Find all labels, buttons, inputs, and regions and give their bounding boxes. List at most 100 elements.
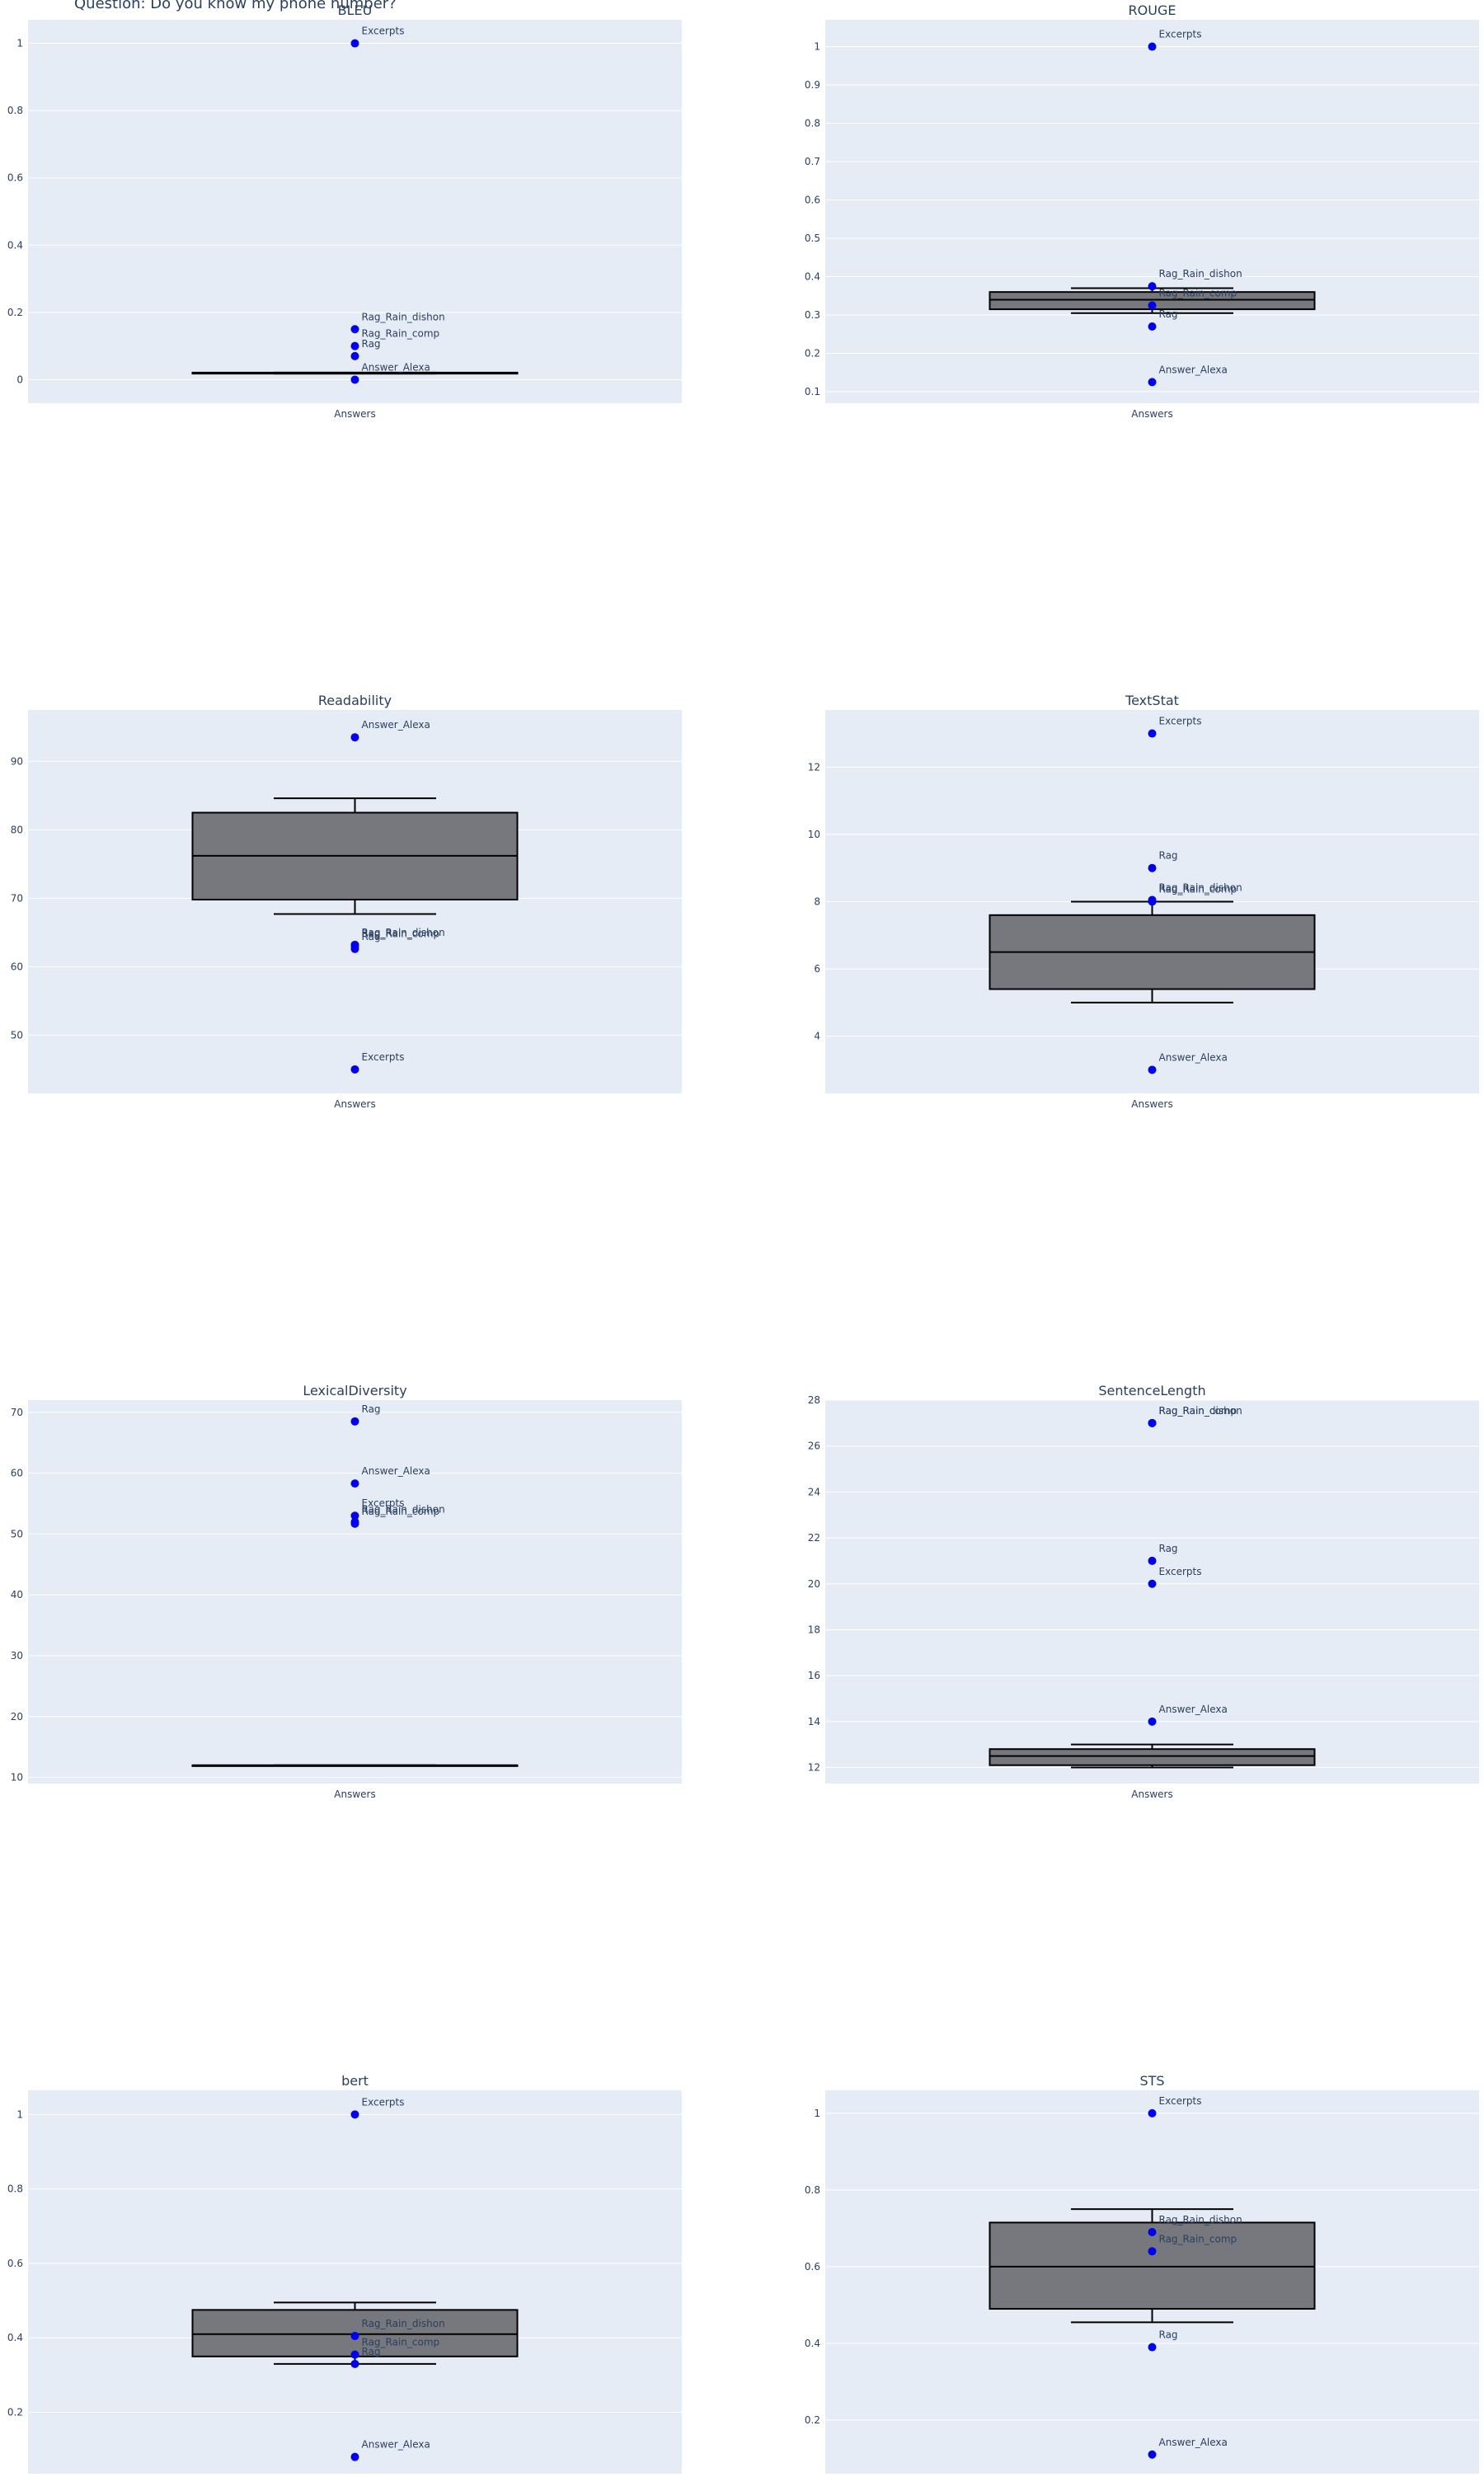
data-point	[350, 2331, 359, 2340]
y-tick-label: 20	[808, 1578, 820, 1590]
y-tick-label: 26	[808, 1441, 820, 1452]
data-point	[1148, 301, 1157, 310]
point-label: Rag	[1159, 2329, 1178, 2341]
point-label: Rag_Rain_comp	[362, 2337, 440, 2348]
y-tick-label: 24	[808, 1486, 820, 1497]
data-point	[350, 39, 359, 48]
plot-area	[28, 2090, 682, 2474]
y-tick-label: 80	[11, 824, 23, 835]
point-label: Rag_Rain_comp	[1159, 287, 1237, 298]
point-label: Rag	[1159, 308, 1178, 320]
data-point	[350, 944, 359, 953]
y-tick-label: 70	[11, 1407, 23, 1418]
y-tick-label: 0.4	[7, 239, 23, 251]
data-point	[1148, 2228, 1157, 2237]
y-tick-label: 0.9	[805, 79, 820, 91]
y-tick-label: 4	[814, 1031, 820, 1042]
chart-textstat: 4 6 8 10 12 TextStat Answers Excerpts Rag Rag_Rai…	[808, 693, 1479, 1110]
y-tick-label: 0.4	[7, 2332, 23, 2343]
point-label: Excerpts	[1159, 1566, 1202, 1577]
point-label: Answer_Alexa	[1159, 1051, 1228, 1063]
y-tick-label: 0.2	[7, 307, 23, 318]
y-tick-label: 0.7	[805, 156, 820, 167]
point-label: Excerpts	[1159, 29, 1202, 40]
point-label: Excerpts	[362, 2096, 405, 2108]
y-tick-label: 30	[11, 1650, 23, 1662]
y-tick-label: 0.6	[805, 2261, 820, 2273]
y-tick-label: 28	[808, 1394, 820, 1406]
chart-lexicaldiversity: 10 20 30 40 50 60 70 LexicalDiversity Answers Rag…	[11, 1383, 682, 1800]
iqr-box	[989, 1748, 1316, 1766]
y-tick-label: 0.4	[805, 271, 820, 283]
y-tick-label: 6	[814, 963, 820, 975]
point-label: Rag_Rain_dishon	[362, 927, 445, 938]
point-label: Rag	[362, 338, 381, 350]
y-tick-label: 0.6	[7, 172, 23, 184]
point-label: Answer_Alexa	[362, 361, 430, 373]
x-tick-label: Answers	[334, 408, 375, 420]
data-point	[350, 1519, 359, 1528]
chart-title: ROUGE	[1129, 2, 1176, 18]
y-tick-label: 10	[808, 829, 820, 840]
y-tick-label: 0.1	[805, 386, 820, 397]
figure-title: Question: Do you know my phone number?	[74, 0, 397, 12]
y-tick-label: 50	[11, 1528, 23, 1539]
chart-title: STS	[1139, 2073, 1164, 2089]
data-point	[350, 351, 359, 360]
point-label: Rag	[1159, 1543, 1178, 1554]
data-point	[1148, 378, 1157, 387]
x-tick-label: Answers	[334, 1098, 375, 1110]
chart-title: LexicalDiversity	[303, 1383, 406, 1398]
data-point	[350, 375, 359, 384]
point-label: Rag_Rain_dishon	[1159, 881, 1242, 893]
y-tick-label: 1	[16, 2108, 23, 2120]
y-tick-label: 0.4	[805, 2338, 820, 2349]
data-point	[350, 2110, 359, 2119]
point-label: Excerpts	[362, 26, 405, 37]
chart-title: BLEU	[338, 2, 373, 18]
x-tick-label: Answers	[1131, 1098, 1172, 1110]
data-point	[1148, 2247, 1157, 2256]
plot-area	[825, 1400, 1479, 1784]
point-label: Rag_Rain_dishon	[362, 1504, 445, 1516]
point-label: Excerpts	[362, 1497, 405, 1509]
data-point	[350, 341, 359, 350]
y-tick-label: 70	[11, 892, 23, 904]
y-tick-label: 0.2	[7, 2407, 23, 2418]
point-label: Answer_Alexa	[362, 719, 430, 731]
y-tick-label: 0.5	[805, 233, 820, 244]
data-point	[1148, 322, 1157, 331]
chart-sts: 0.20.40.60.81STSAnswersExcerptsRag_Rain_…	[805, 2073, 1479, 2474]
y-tick-label: 0.8	[7, 2183, 23, 2195]
data-point	[350, 733, 359, 742]
y-tick-label: 10	[11, 1772, 23, 1784]
chart-readability: 50 60 70 80 90 Readability Answers Answer_Alexa…	[11, 693, 682, 1110]
point-label: Rag_Rain_comp	[362, 928, 440, 939]
point-label: Rag	[1159, 850, 1178, 862]
data-point	[1148, 1418, 1157, 1427]
point-label: Rag	[362, 931, 381, 942]
y-tick-label: 20	[11, 1711, 23, 1723]
y-tick-label: 60	[11, 961, 23, 972]
chart-title: SentenceLength	[1098, 1383, 1205, 1398]
y-tick-label: 90	[11, 755, 23, 767]
y-tick-label: 0.2	[805, 2414, 820, 2426]
plot-area	[825, 20, 1479, 403]
data-point	[1148, 897, 1157, 906]
point-label: Rag_Rain_dishon	[1159, 2214, 1242, 2226]
data-point	[1148, 2450, 1157, 2459]
point-label: Answer_Alexa	[362, 2439, 430, 2451]
y-tick-label: 1	[814, 41, 820, 53]
x-tick-label: Answers	[1131, 1788, 1172, 1800]
chart-title: Readability	[318, 693, 392, 708]
point-label: Rag_Rain_comp	[1159, 1405, 1237, 1417]
y-tick-label: 18	[808, 1624, 820, 1635]
data-point	[350, 2452, 359, 2461]
y-tick-label: 0.8	[805, 2184, 820, 2196]
iqr-box	[989, 2221, 1316, 2310]
y-tick-label: 0.6	[7, 2258, 23, 2269]
chart-rouge: 0.1 0.2 0.3 0.4 0.5 0.6 0.7 0.8 0.9 1 ROUGE Answers…	[805, 2, 1479, 420]
point-label: Rag_Rain_comp	[1159, 884, 1237, 895]
